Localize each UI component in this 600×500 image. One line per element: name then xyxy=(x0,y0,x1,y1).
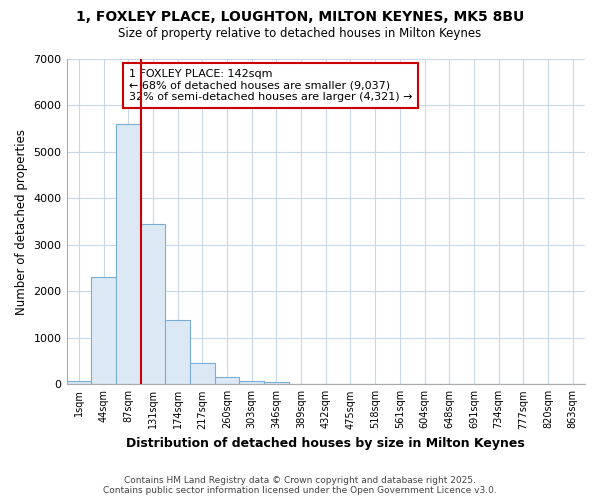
Bar xyxy=(190,364,215,384)
Bar xyxy=(215,377,239,384)
Y-axis label: Number of detached properties: Number of detached properties xyxy=(15,128,28,314)
Bar xyxy=(264,382,289,384)
Text: Size of property relative to detached houses in Milton Keynes: Size of property relative to detached ho… xyxy=(118,28,482,40)
Text: Contains HM Land Registry data © Crown copyright and database right 2025.
Contai: Contains HM Land Registry data © Crown c… xyxy=(103,476,497,495)
Bar xyxy=(91,278,116,384)
Bar xyxy=(239,380,264,384)
Text: 1, FOXLEY PLACE, LOUGHTON, MILTON KEYNES, MK5 8BU: 1, FOXLEY PLACE, LOUGHTON, MILTON KEYNES… xyxy=(76,10,524,24)
X-axis label: Distribution of detached houses by size in Milton Keynes: Distribution of detached houses by size … xyxy=(127,437,525,450)
Text: 1 FOXLEY PLACE: 142sqm
← 68% of detached houses are smaller (9,037)
32% of semi-: 1 FOXLEY PLACE: 142sqm ← 68% of detached… xyxy=(129,69,412,102)
Bar xyxy=(140,224,165,384)
Bar xyxy=(116,124,140,384)
Bar xyxy=(67,380,91,384)
Bar xyxy=(165,320,190,384)
